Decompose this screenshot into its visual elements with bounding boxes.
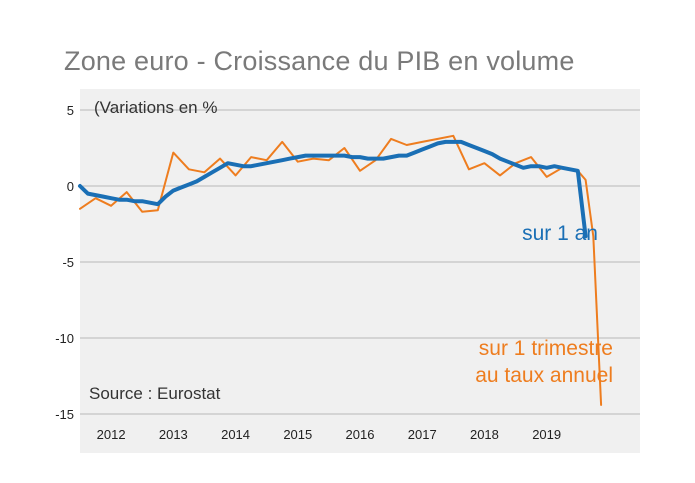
x-tick-label: 2018 <box>470 427 499 442</box>
x-tick-label: 2013 <box>159 427 188 442</box>
source-note: Source : Eurostat <box>89 384 221 403</box>
y-axis: 5 0 -5 -10 -15 <box>55 103 74 422</box>
x-tick-label: 2014 <box>221 427 250 442</box>
series-line-annual <box>78 139 588 239</box>
series-label-quarterly-line1: sur 1 trimestre <box>479 337 613 360</box>
y-tick-label: 0 <box>67 179 74 194</box>
chart-subtitle: (Variations en % <box>94 98 217 117</box>
plot-background <box>80 89 640 453</box>
series-line-quarterly <box>79 134 603 406</box>
gridlines <box>80 109 640 415</box>
series-label-quarterly-line2: au taux annuel <box>475 364 613 387</box>
y-tick-label: -5 <box>62 255 74 270</box>
x-axis: 2012 2013 2014 2015 2016 2017 2018 2019 <box>97 427 561 442</box>
y-tick-label: -10 <box>55 331 74 346</box>
y-tick-label: 5 <box>67 103 74 118</box>
x-tick-label: 2019 <box>532 427 561 442</box>
series-lines <box>78 134 603 406</box>
x-tick-label: 2017 <box>408 427 437 442</box>
x-tick-label: 2015 <box>283 427 312 442</box>
x-tick-label: 2012 <box>97 427 126 442</box>
chart-title: Zone euro - Croissance du PIB en volume <box>64 46 575 76</box>
x-tick-label: 2016 <box>346 427 375 442</box>
y-tick-label: -15 <box>55 407 74 422</box>
series-label-annual: sur 1 an <box>522 222 598 245</box>
